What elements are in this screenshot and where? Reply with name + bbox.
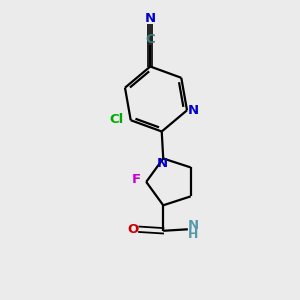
- Text: N: N: [188, 104, 199, 117]
- Text: F: F: [132, 173, 141, 186]
- Text: Cl: Cl: [109, 113, 123, 126]
- Text: N: N: [188, 219, 199, 232]
- Text: H: H: [188, 228, 198, 241]
- Text: N: N: [145, 12, 156, 25]
- Text: O: O: [127, 223, 138, 236]
- Text: C: C: [146, 33, 155, 46]
- Text: N: N: [157, 158, 168, 170]
